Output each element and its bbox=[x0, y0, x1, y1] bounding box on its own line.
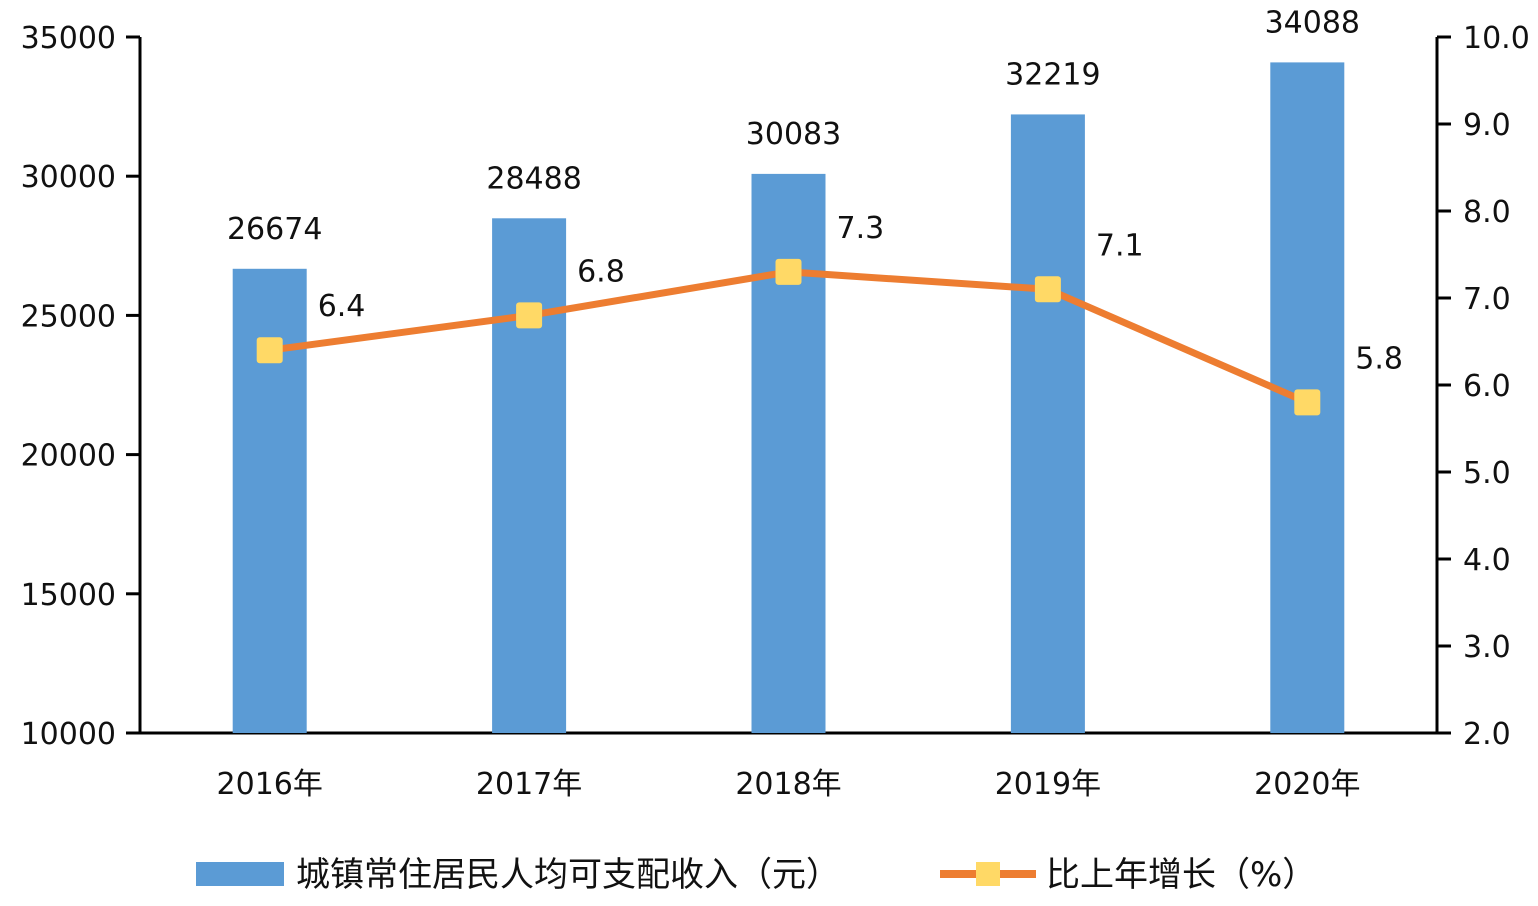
legend: 城镇常住居民人均可支配收入（元） 比上年增长（%） bbox=[196, 855, 1316, 895]
right-tick-label: 4.0 bbox=[1463, 543, 1511, 578]
line-marker bbox=[1034, 276, 1061, 303]
line-data-label: 6.4 bbox=[318, 289, 366, 324]
legend-label-bar: 城镇常住居民人均可支配收入（元） bbox=[296, 855, 840, 895]
line-data-label: 6.8 bbox=[577, 254, 625, 289]
x-tick-label: 2020年 bbox=[1254, 767, 1360, 802]
right-tick-label: 6.0 bbox=[1463, 369, 1511, 404]
legend-swatch-marker bbox=[976, 862, 1000, 886]
bar-data-label: 34088 bbox=[1265, 5, 1360, 40]
ticks-layer: 10000 15000 20000 25000 30000 35000 2.0 3.0 4.0 5… bbox=[21, 21, 1530, 802]
right-tick-label: 10.0 bbox=[1463, 21, 1530, 56]
right-tick-label: 9.0 bbox=[1463, 108, 1511, 143]
legend-swatch-bar bbox=[196, 862, 284, 886]
labels-layer: 26674 28488 30083 32219 34088 6.4 6.8 7.3 7.1 5.8 bbox=[227, 5, 1403, 376]
line-layer bbox=[256, 258, 1321, 416]
line-marker bbox=[775, 258, 802, 285]
line-marker bbox=[1294, 389, 1321, 416]
bar bbox=[1010, 114, 1085, 734]
x-tick-label: 2017年 bbox=[476, 767, 582, 802]
right-tick-label: 2.0 bbox=[1463, 717, 1511, 752]
bar-data-label: 28488 bbox=[486, 161, 581, 196]
bar-data-label: 26674 bbox=[227, 212, 322, 247]
left-tick-label: 10000 bbox=[21, 717, 116, 752]
left-tick-label: 25000 bbox=[21, 299, 116, 334]
right-tick-label: 3.0 bbox=[1463, 630, 1511, 665]
right-tick-label: 7.0 bbox=[1463, 282, 1511, 317]
line-data-label: 5.8 bbox=[1355, 341, 1403, 376]
line-data-label: 7.1 bbox=[1096, 228, 1144, 263]
bars-layer bbox=[232, 62, 1345, 734]
x-tick-label: 2019年 bbox=[995, 767, 1101, 802]
line-marker bbox=[256, 337, 283, 364]
left-tick-label: 30000 bbox=[21, 160, 116, 195]
bar-data-label: 32219 bbox=[1005, 57, 1100, 92]
x-tick-label: 2016年 bbox=[217, 767, 323, 802]
left-tick-label: 35000 bbox=[21, 21, 116, 56]
line-marker bbox=[516, 302, 543, 329]
legend-label-line: 比上年增长（%） bbox=[1046, 855, 1316, 895]
bar bbox=[492, 218, 567, 734]
bar-data-label: 30083 bbox=[746, 117, 841, 152]
left-tick-label: 20000 bbox=[21, 439, 116, 474]
left-tick-label: 15000 bbox=[21, 578, 116, 613]
right-tick-label: 8.0 bbox=[1463, 195, 1511, 230]
right-tick-label: 5.0 bbox=[1463, 456, 1511, 491]
bar bbox=[751, 173, 826, 733]
line-data-label: 7.3 bbox=[837, 211, 885, 246]
x-tick-label: 2018年 bbox=[735, 767, 841, 802]
